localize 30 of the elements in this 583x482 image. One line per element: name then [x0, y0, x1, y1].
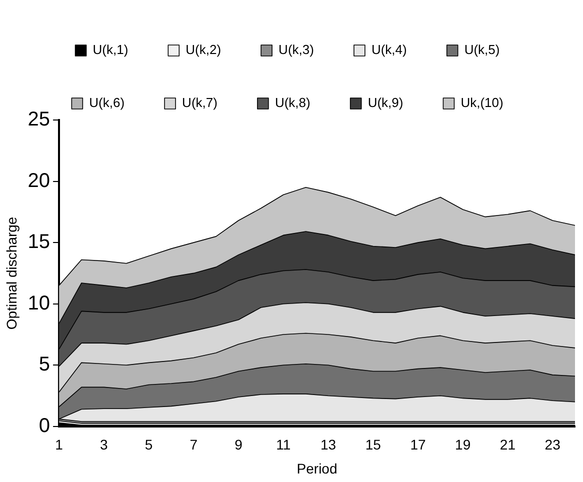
legend-label: U(k,1)	[92, 42, 128, 58]
legend-label: U(k,2)	[186, 42, 222, 58]
x-tick-label: 23	[544, 436, 561, 453]
x-tick-label: 13	[320, 436, 336, 453]
y-tick-label: 20	[28, 170, 50, 192]
legend-label: U(k,5)	[464, 42, 500, 58]
x-axis-title: Period	[296, 460, 338, 476]
legend-label: U(k,8)	[274, 95, 310, 110]
y-tick-label: 25	[28, 108, 50, 131]
x-tick-label: 9	[234, 436, 243, 453]
x-tick-label: 19	[455, 436, 471, 453]
legend-label: U(k,6)	[89, 95, 125, 110]
legend-label: U(k,3)	[278, 42, 314, 58]
y-tick-label: 10	[28, 292, 50, 314]
legend-label: U(k,7)	[182, 95, 218, 110]
y-axis-title: Optimal discharge	[3, 216, 20, 330]
y-tick-label: 0	[38, 414, 50, 437]
y-tick-label: 15	[28, 231, 50, 254]
legend-label: U(k,4)	[371, 42, 407, 58]
x-tick-label: 3	[100, 436, 108, 453]
legend-label: U(k,9)	[368, 95, 404, 110]
y-tick-label: 5	[38, 354, 50, 376]
x-tick-label: 5	[144, 436, 153, 453]
x-tick-label: 17	[410, 436, 426, 453]
x-tick-label: 1	[55, 436, 64, 453]
legend-label: Uk,(10)	[460, 95, 504, 110]
x-tick-label: 15	[365, 436, 382, 453]
x-tick-label: 11	[276, 436, 291, 453]
x-tick-label: 21	[500, 436, 516, 453]
x-tick-label: 7	[190, 436, 198, 453]
